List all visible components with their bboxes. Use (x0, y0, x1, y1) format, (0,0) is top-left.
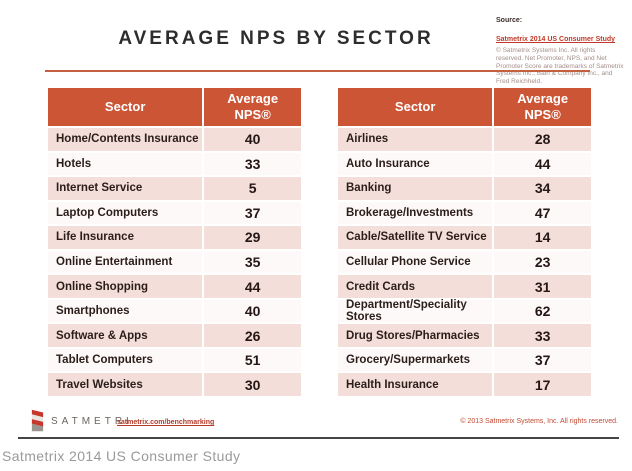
sector-cell: Internet Service (56, 182, 143, 195)
sector-cell: Health Insurance (346, 378, 439, 391)
table-row: Banking 34 (338, 177, 591, 202)
brand-wordmark: SATMETRI (51, 416, 133, 427)
table-header: Sector Average NPS® (338, 88, 591, 128)
table-row: Health Insurance 17 (338, 373, 591, 399)
nps-value-cell: 30 (202, 373, 301, 397)
nps-value-cell: 37 (202, 201, 301, 225)
sector-cell: Life Insurance (56, 231, 134, 244)
table-body: Airlines 28 Auto Insurance 44 Banking 34 Broke… (338, 128, 591, 399)
table-row: Online Shopping 44 (48, 275, 301, 300)
nps-table-left: Sector Average NPS® Home/Contents Insura… (48, 88, 301, 399)
slide: AVERAGE NPS BY SECTOR Source: Satmetrix … (18, 8, 624, 439)
sector-cell: Brokerage/Investments (346, 206, 474, 219)
table-row: Hotels 33 (48, 152, 301, 178)
table-row: Tablet Computers 51 (48, 348, 301, 374)
nps-value-cell: 44 (202, 275, 301, 298)
sector-cell: Credit Cards (346, 280, 416, 293)
slide-bottom-border (18, 437, 619, 439)
page-title: AVERAGE NPS BY SECTOR (118, 28, 434, 49)
nps-table-right: Sector Average NPS® Airlines 28 Auto Insur… (338, 88, 591, 399)
source-label: Source: (496, 17, 523, 24)
sector-cell: Auto Insurance (346, 157, 430, 170)
table-header: Sector Average NPS® (48, 88, 301, 128)
sector-cell: Travel Websites (56, 378, 143, 391)
table-row: Cellular Phone Service 23 (338, 250, 591, 276)
nps-value-cell: 47 (492, 201, 591, 225)
sector-cell: Laptop Computers (56, 206, 159, 219)
sector-cell: Home/Contents Insurance (56, 133, 199, 146)
sector-cell: Airlines (346, 133, 389, 146)
table-row: Internet Service 5 (48, 177, 301, 202)
sector-cell: Smartphones (56, 305, 130, 318)
source-study-link[interactable]: Satmetrix 2014 US Consumer Study (496, 36, 616, 44)
nps-value-cell: 44 (492, 152, 591, 176)
table-row: Auto Insurance 44 (338, 152, 591, 178)
nps-value-cell: 29 (202, 226, 301, 249)
nps-value-cell: 40 (202, 128, 301, 151)
nps-value-cell: 5 (202, 177, 301, 200)
nps-value-cell: 23 (492, 250, 591, 274)
table-row: Credit Cards 31 (338, 275, 591, 300)
nps-value-cell: 31 (492, 275, 591, 298)
sector-cell: Online Entertainment (56, 256, 173, 268)
nps-value-cell: 17 (492, 373, 591, 397)
table-row: Home/Contents Insurance 40 (48, 128, 301, 153)
table-row: Smartphones 40 (48, 299, 301, 325)
table-row: Department/Speciality Stores 62 (338, 299, 591, 325)
nps-value-cell: 62 (492, 299, 591, 323)
image-caption: Satmetrix 2014 US Consumer Study (2, 448, 241, 464)
nps-value-cell: 51 (202, 348, 301, 372)
table-row: Life Insurance 29 (48, 226, 301, 251)
nps-value-cell: 33 (492, 324, 591, 347)
source-note: Source: Satmetrix 2014 US Consumer Study… (496, 8, 624, 86)
sector-cell: Cable/Satellite TV Service (346, 231, 487, 244)
copyright-text: © 2013 Satmetrix Systems, Inc. All right… (460, 418, 618, 425)
nps-value-cell: 40 (202, 299, 301, 323)
table-row: Drug Stores/Pharmacies 33 (338, 324, 591, 349)
sector-cell: Online Shopping (56, 280, 148, 293)
nps-value-cell: 33 (202, 152, 301, 176)
nps-value-cell: 34 (492, 177, 591, 200)
title-divider (45, 70, 590, 72)
nps-value-cell: 37 (492, 348, 591, 372)
table-row: Online Entertainment 35 (48, 250, 301, 276)
sector-cell: Software & Apps (56, 329, 148, 342)
nps-value-cell: 35 (202, 250, 301, 274)
table-row: Grocery/Supermarkets 37 (338, 348, 591, 374)
sector-cell: Cellular Phone Service (346, 256, 471, 268)
nps-value-cell: 14 (492, 226, 591, 249)
sector-cell: Drug Stores/Pharmacies (346, 329, 480, 342)
table-row: Laptop Computers 37 (48, 201, 301, 227)
benchmarking-link[interactable]: satmetrix.com/benchmarking (117, 419, 215, 426)
column-header-average-nps: Average NPS® (492, 88, 591, 126)
table-body: Home/Contents Insurance 40 Hotels 33 Interne… (48, 128, 301, 399)
table-row: Cable/Satellite TV Service 14 (338, 226, 591, 251)
column-header-sector: Sector (338, 88, 493, 126)
sector-cell: Banking (346, 182, 392, 195)
column-header-sector: Sector (48, 88, 203, 126)
table-row: Software & Apps 26 (48, 324, 301, 349)
sector-cell: Grocery/Supermarkets (346, 354, 471, 367)
sector-cell: Department/Speciality Stores (346, 299, 467, 324)
table-row: Travel Websites 30 (48, 373, 301, 399)
satmetrix-logo-icon (31, 409, 44, 432)
source-fine-print: © Satmetrix Systems Inc. All rights rese… (496, 47, 624, 85)
sector-cell: Hotels (56, 157, 92, 170)
sector-cell: Tablet Computers (56, 354, 153, 367)
nps-value-cell: 28 (492, 128, 591, 151)
column-header-average-nps: Average NPS® (202, 88, 301, 126)
table-row: Brokerage/Investments 47 (338, 201, 591, 227)
nps-value-cell: 26 (202, 324, 301, 347)
table-row: Airlines 28 (338, 128, 591, 153)
